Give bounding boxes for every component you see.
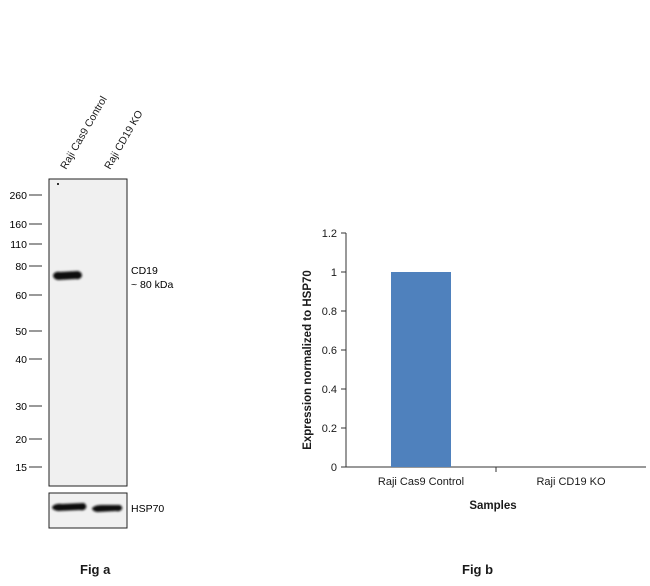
marker-label: 30 [15,401,27,413]
x-tick-label: Raji CD19 KO [536,476,606,488]
band-label: CD19 [131,265,158,277]
band-size: ~ 80 kDa [131,279,173,291]
loading-control-label: HSP70 [131,503,164,515]
marker-label: 160 [9,219,27,231]
cd19-band [53,271,82,280]
marker-label: 110 [10,239,27,251]
hsp70-band-1 [52,503,87,511]
marker-label: 40 [15,354,27,366]
lane-label-2: Raji CD19 KO [102,108,145,171]
y-tick-label: 0 [331,462,337,474]
marker-label: 15 [15,462,27,474]
speck [57,183,59,185]
figure-a-caption: Fig a [80,562,111,577]
y-tick-label: 0.2 [322,423,337,435]
lane-label-1: Raji Cas9 Control [58,94,110,171]
y-tick-label: 0.8 [322,306,337,318]
x-axis-title: Samples [469,500,516,512]
marker-label: 20 [15,434,27,446]
y-tick-label: 0.4 [322,384,337,396]
marker-label: 50 [15,326,27,338]
western-blot: Raji Cas9 Control Raji CD19 KO 260 160 1… [9,94,173,529]
x-tick-label: Raji Cas9 Control [378,476,464,488]
blot-panel [48,178,128,487]
y-tick-label: 1 [331,267,337,279]
y-tick-label: 1.2 [322,228,337,240]
marker-label: 260 [9,190,27,202]
bar-chart: 0 0.2 0.4 0.6 0.8 1 1.2 Raji Cas9 Control Raji C… [302,228,646,512]
y-tick-label: 0.6 [322,345,337,357]
marker-ladder: 260 160 110 80 60 50 40 30 20 15 [9,190,42,474]
y-axis-title: Expression normalized to HSP70 [302,270,314,450]
marker-label: 60 [15,290,27,302]
hsp70-band-2 [92,505,123,512]
bar [391,272,451,467]
marker-label: 80 [15,261,27,273]
figure-b-caption: Fig b [462,562,494,577]
